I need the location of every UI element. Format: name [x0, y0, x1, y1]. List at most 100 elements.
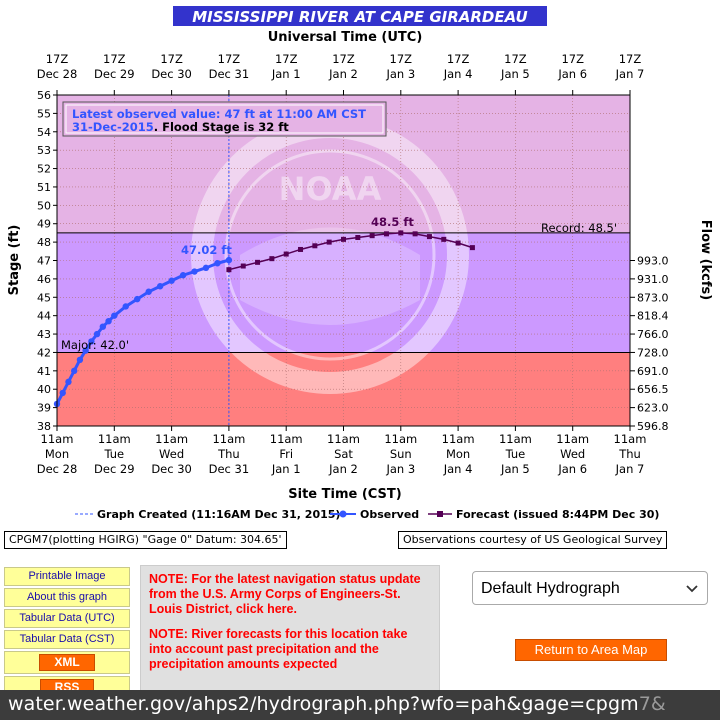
x-top-tick-label: Jan 6	[557, 67, 587, 81]
forecast-point	[398, 230, 404, 236]
x-tick-label: Dec 30	[151, 462, 192, 476]
flow-tick-label: 728.0	[637, 346, 669, 359]
return-to-area-map-button[interactable]: Return to Area Map	[515, 639, 667, 661]
x-top-tick-label: 17Z	[103, 52, 126, 66]
hydrograph-select-value: Default Hydrograph	[481, 580, 620, 597]
x-tick-label: 11am	[442, 432, 475, 446]
x-top-tick-label: Dec 31	[209, 67, 250, 81]
x-tick-label: 11am	[41, 432, 74, 446]
observed-point	[82, 347, 89, 354]
y-tick-label: 56	[37, 89, 51, 102]
x-tick-label: Jan 2	[328, 462, 358, 476]
url-text: water.weather.gov/ahps2/hydrograph.php?w…	[8, 693, 666, 715]
x-tick-label: Sun	[390, 447, 412, 461]
major-label: Major: 42.0'	[61, 338, 129, 352]
tabular-utc-link[interactable]: Tabular Data (UTC)	[4, 609, 130, 628]
forecast-point	[298, 246, 304, 252]
flow-tick-label: 691.0	[637, 365, 669, 378]
x-tick-label: Dec 31	[209, 462, 250, 476]
y-tick-label: 47	[37, 255, 51, 268]
forecast-point	[441, 236, 447, 242]
y-tick-label: 55	[37, 107, 51, 120]
observed-point	[70, 367, 78, 375]
y-tick-label: 39	[37, 402, 51, 415]
x-tick-label: Jan 1	[271, 462, 301, 476]
flow-tick-label: 766.0	[637, 328, 669, 341]
forecast-note: NOTE: River forecasts for this location …	[149, 627, 408, 671]
chart-legend: Graph Created (11:16AM Dec 31, 2015) Obs…	[75, 508, 659, 521]
chart-axes: 38 39 40 41 42 43 44 45 46 47 48 49 50 51 52 53 54 55 56 59…	[37, 52, 669, 476]
y-tick-label: 42	[37, 346, 51, 359]
observed-point	[191, 268, 198, 275]
navigation-note[interactable]: NOTE: For the latest navigation status u…	[149, 572, 421, 616]
x-tick-label: Jan 3	[385, 462, 415, 476]
observed-point	[59, 389, 66, 397]
chevron-down-icon	[686, 585, 698, 593]
forecast-point	[269, 256, 275, 262]
forecast-point	[312, 243, 318, 249]
right-axis-label: Flow (kcfs)	[698, 220, 713, 300]
y-tick-label: 49	[37, 218, 51, 231]
y-tick-label: 46	[37, 273, 51, 286]
observed-point	[156, 283, 164, 290]
forecast-point	[426, 234, 432, 240]
x-top-tick-label: Dec 29	[94, 67, 135, 81]
y-tick-label: 52	[37, 163, 51, 176]
x-top-tick-label: Dec 28	[37, 67, 78, 81]
options-panel: Printable Image About this graph Tabular…	[0, 565, 720, 699]
forecast-point	[383, 231, 389, 237]
tabular-cst-link[interactable]: Tabular Data (CST)	[4, 630, 130, 649]
legend-forecast: Forecast (issued 8:44PM Dec 30)	[456, 508, 659, 521]
about-graph-link[interactable]: About this graph	[4, 588, 130, 607]
y-tick-label: 43	[37, 328, 51, 341]
browser-url-bar[interactable]: water.weather.gov/ahps2/hydrograph.php?w…	[0, 690, 720, 720]
x-top-tick-label: 17Z	[275, 52, 298, 66]
y-tick-label: 48	[37, 236, 51, 249]
x-tick-label: Mon	[45, 447, 69, 461]
printable-image-link[interactable]: Printable Image	[4, 567, 130, 586]
legend-created: Graph Created (11:16AM Dec 31, 2015)	[97, 508, 340, 521]
forecast-peak-label: 48.5 ft	[371, 215, 414, 229]
y-tick-label: 40	[37, 383, 51, 396]
hydrograph-chart: MISSISSIPPI RIVER AT CAPE GIRARDEAU Univ…	[7, 6, 713, 521]
y-tick-label: 45	[37, 291, 51, 304]
observed-point	[179, 272, 187, 279]
y-tick-label: 54	[37, 126, 51, 139]
x-top-tick-label: 17Z	[561, 52, 584, 66]
x-top-tick-label: 17Z	[447, 52, 470, 66]
forecast-point	[455, 240, 461, 246]
y-tick-label: 38	[37, 420, 51, 433]
y-tick-label: 53	[37, 144, 51, 157]
record-label: Record: 48.5'	[541, 221, 617, 235]
x-tick-label: Tue	[505, 447, 526, 461]
x-tick-label: 11am	[212, 432, 245, 446]
svg-text:NOAA: NOAA	[279, 170, 382, 208]
forecast-point	[326, 239, 332, 245]
x-top-tick-label: 17Z	[218, 52, 241, 66]
url-fade: 7&	[638, 693, 666, 715]
observed-point	[214, 260, 221, 267]
x-tick-label: Dec 29	[94, 462, 135, 476]
flow-tick-label: 931.0	[637, 273, 669, 286]
x-tick-label: Mon	[446, 447, 470, 461]
x-tick-label: Wed	[560, 447, 585, 461]
forecast-point	[469, 245, 475, 251]
xml-cell: XML	[4, 651, 130, 674]
graph-footer: CPGM7(plotting HGIRG) "Gage 0" Datum: 30…	[0, 529, 720, 551]
hydrograph-select[interactable]: Default Hydrograph	[472, 571, 708, 605]
forecast-point	[255, 259, 261, 265]
plot-border	[56, 94, 631, 427]
chart-title-bar	[173, 6, 547, 26]
xml-button[interactable]: XML	[39, 654, 95, 671]
x-tick-label: 11am	[98, 432, 131, 446]
graph-links: Printable Image About this graph Tabular…	[4, 567, 130, 701]
x-tick-label: Tue	[103, 447, 124, 461]
x-tick-label: 11am	[384, 432, 417, 446]
x-top-tick-label: 17Z	[160, 52, 183, 66]
observed-point	[145, 288, 152, 295]
observed-point	[111, 312, 118, 319]
x-tick-label: 11am	[556, 432, 589, 446]
x-tick-label: 11am	[155, 432, 188, 446]
flow-tick-label: 993.0	[637, 255, 669, 268]
x-tick-label: Sat	[334, 447, 353, 461]
